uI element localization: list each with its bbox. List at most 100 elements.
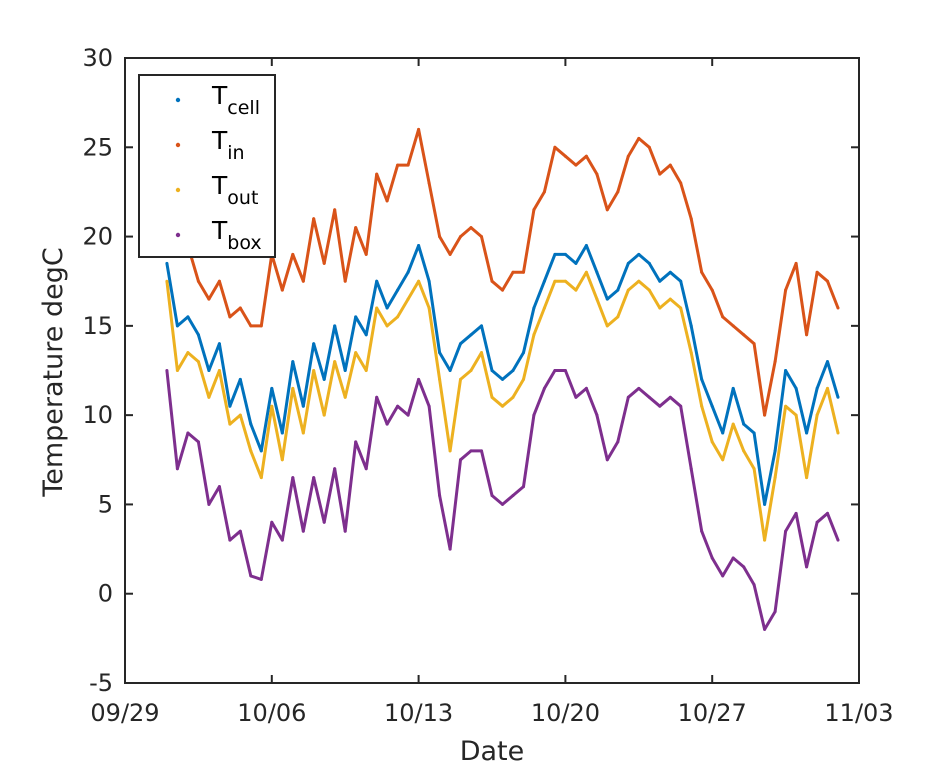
data-point bbox=[249, 574, 253, 578]
data-point bbox=[689, 324, 693, 328]
data-point bbox=[752, 467, 756, 471]
data-point bbox=[175, 369, 179, 372]
data-point bbox=[595, 413, 599, 417]
data-point bbox=[270, 520, 274, 524]
data-point bbox=[595, 297, 599, 301]
y-tick-label: 10 bbox=[82, 401, 113, 429]
data-point bbox=[427, 181, 431, 185]
data-point bbox=[343, 529, 347, 533]
data-point bbox=[354, 315, 358, 319]
data-point bbox=[406, 297, 410, 301]
y-tick-label: 15 bbox=[82, 312, 113, 340]
data-point bbox=[417, 127, 421, 131]
data-point bbox=[438, 235, 442, 239]
data-point bbox=[165, 279, 169, 283]
data-point bbox=[731, 386, 735, 390]
data-point bbox=[322, 261, 326, 265]
data-point bbox=[333, 360, 337, 364]
data-point bbox=[385, 306, 389, 310]
data-point bbox=[700, 529, 704, 533]
data-point bbox=[773, 449, 777, 453]
data-point bbox=[721, 458, 725, 462]
data-point bbox=[207, 369, 211, 372]
data-point bbox=[375, 279, 379, 283]
data-point bbox=[448, 252, 452, 256]
data-point bbox=[836, 431, 840, 435]
data-point bbox=[490, 395, 494, 399]
plot-area bbox=[165, 127, 840, 631]
x-tick-label: 10/06 bbox=[237, 699, 306, 727]
data-point bbox=[312, 476, 316, 480]
data-point bbox=[375, 395, 379, 399]
y-tick-label: -5 bbox=[89, 669, 113, 697]
data-point bbox=[343, 279, 347, 283]
data-point bbox=[406, 163, 410, 167]
y-tick-label: 20 bbox=[82, 223, 113, 251]
data-point bbox=[721, 431, 725, 435]
data-point bbox=[605, 208, 609, 212]
data-point bbox=[763, 627, 767, 631]
data-point bbox=[637, 252, 641, 256]
data-point bbox=[794, 511, 798, 515]
data-point bbox=[752, 342, 756, 346]
data-point bbox=[165, 369, 169, 372]
data-point bbox=[710, 404, 714, 408]
data-point bbox=[186, 351, 190, 355]
data-point bbox=[469, 333, 473, 337]
data-point bbox=[238, 306, 242, 310]
data-point bbox=[217, 342, 221, 346]
data-point bbox=[805, 333, 809, 337]
data-point bbox=[794, 261, 798, 265]
data-point bbox=[364, 369, 368, 372]
data-point bbox=[165, 261, 169, 265]
y-tick-label: 30 bbox=[82, 44, 113, 72]
data-point bbox=[700, 270, 704, 274]
data-point bbox=[826, 386, 829, 390]
data-point bbox=[406, 413, 410, 417]
data-point bbox=[354, 440, 358, 444]
data-point bbox=[689, 351, 693, 355]
data-point bbox=[427, 404, 431, 408]
data-point bbox=[448, 547, 452, 551]
legend-marker bbox=[175, 142, 181, 148]
data-point bbox=[207, 395, 211, 399]
data-point bbox=[605, 458, 609, 462]
data-point bbox=[689, 467, 693, 471]
data-point bbox=[238, 377, 242, 381]
data-point bbox=[333, 208, 337, 212]
data-point bbox=[710, 556, 714, 560]
data-point bbox=[438, 494, 442, 497]
data-point bbox=[448, 369, 452, 372]
data-point bbox=[584, 244, 588, 247]
data-point bbox=[207, 502, 211, 506]
legend-label-base: T bbox=[211, 216, 228, 245]
data-point bbox=[805, 565, 809, 569]
data-point bbox=[815, 270, 819, 274]
data-point bbox=[322, 377, 326, 381]
data-point bbox=[626, 395, 630, 399]
data-point bbox=[280, 431, 284, 435]
data-point bbox=[501, 288, 504, 292]
data-point bbox=[563, 279, 567, 283]
data-point bbox=[815, 520, 819, 524]
data-point bbox=[196, 360, 200, 364]
data-point bbox=[217, 369, 221, 372]
data-point bbox=[459, 342, 462, 346]
x-tick-label: 10/27 bbox=[678, 699, 747, 727]
data-point bbox=[186, 315, 190, 319]
data-point bbox=[668, 270, 672, 274]
data-point bbox=[259, 449, 263, 453]
data-point bbox=[459, 458, 462, 462]
x-tick-label: 09/29 bbox=[90, 699, 159, 727]
data-point bbox=[196, 440, 200, 444]
data-point bbox=[469, 226, 473, 230]
data-point bbox=[385, 199, 389, 203]
legend-label: Tin bbox=[211, 126, 245, 164]
data-point bbox=[710, 288, 714, 292]
data-point bbox=[364, 252, 368, 256]
data-point bbox=[417, 377, 421, 381]
data-point bbox=[270, 386, 274, 390]
tick-labels: -5 0 5 10 15 20 25 30 09/29 10/06 10/13 10/20 10/27 1… bbox=[82, 44, 893, 727]
data-point bbox=[826, 279, 829, 283]
